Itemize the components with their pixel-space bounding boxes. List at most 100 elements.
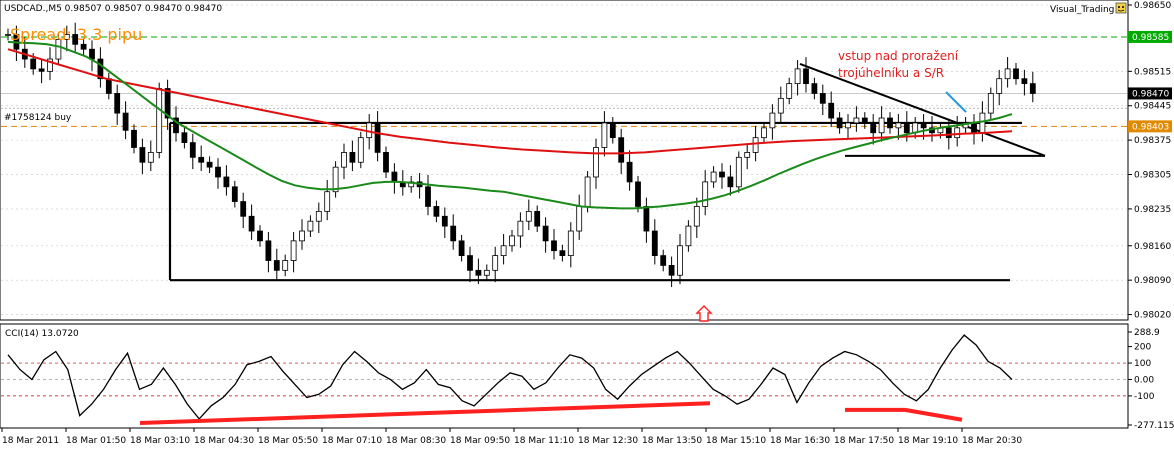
time-tick-label: 18 Mar 05:50: [258, 436, 318, 446]
time-tick-label: 18 Mar 15:10: [706, 436, 766, 446]
bear-candle: [660, 255, 667, 266]
order-label: #1758124 buy: [4, 113, 72, 123]
bear-candle: [441, 215, 448, 227]
bear-candle: [870, 122, 877, 134]
spread-label: Spread: 3.3 pipu: [10, 25, 142, 44]
bear-candle: [72, 34, 79, 45]
bear-candle: [1013, 68, 1019, 80]
bear-candle: [164, 88, 171, 119]
bull-candle: [282, 260, 289, 271]
bear-candle: [257, 230, 263, 242]
bear-candle: [189, 142, 196, 158]
bull-candle: [315, 210, 322, 222]
bull-candle: [299, 230, 305, 242]
bear-candle: [651, 230, 658, 256]
bear-candle: [1021, 78, 1028, 85]
cci-tick-label: 100: [1134, 359, 1151, 369]
bull-candle: [5, 34, 11, 36]
time-tick-label: 18 Mar 19:10: [898, 436, 958, 446]
price-tick-label: 0.98020: [1134, 311, 1171, 321]
price-tick-label: 0.98650: [1134, 1, 1171, 11]
bear-candle: [391, 171, 398, 183]
bull-candle: [147, 152, 154, 163]
time-tick-label: 18 Mar 16:30: [770, 436, 830, 446]
bear-candle: [139, 147, 146, 163]
bull-candle: [517, 220, 524, 237]
bear-candle: [215, 166, 221, 178]
bull-candle: [735, 156, 742, 188]
bear-candle: [450, 225, 457, 242]
bear-candle: [89, 48, 95, 60]
bull-candle: [744, 152, 751, 158]
bear-candle: [668, 265, 675, 276]
bear-candle: [559, 250, 566, 256]
bull-candle: [567, 230, 574, 256]
bear-candle: [551, 240, 557, 252]
bear-candle: [433, 206, 440, 217]
orange-level-badge: 0.98403: [1132, 122, 1169, 132]
bear-candle: [971, 122, 977, 134]
bull-candle: [307, 220, 314, 232]
bull-candle: [710, 171, 717, 183]
bull-candle: [601, 122, 608, 148]
bull-candle: [895, 122, 902, 129]
bear-candle: [542, 225, 549, 242]
price-tick-label: 0.98515: [1134, 67, 1171, 77]
green-level-badge: 0.98585: [1132, 33, 1169, 43]
main-panel-frame: [0, 0, 1129, 321]
bear-candle: [273, 260, 280, 271]
time-tick-label: 18 Mar 08:30: [386, 436, 446, 446]
time-tick-label: 18 Mar 17:50: [834, 436, 894, 446]
time-tick-label: 18 Mar 03:10: [130, 436, 190, 446]
bull-candle: [47, 58, 53, 72]
bull-candle: [341, 152, 347, 168]
time-tick-label: 18 Mar 12:30: [578, 436, 638, 446]
bear-candle: [198, 156, 205, 163]
bull-candle: [509, 235, 515, 247]
bear-candle: [1029, 83, 1036, 94]
bear-candle: [903, 122, 910, 134]
bull-candle: [794, 68, 801, 85]
candles: [5, 22, 1036, 288]
bear-candle: [206, 161, 213, 168]
bear-candle: [181, 132, 188, 143]
bear-candle: [920, 122, 927, 129]
bear-candle: [131, 129, 137, 148]
bull-candle: [677, 245, 683, 276]
bear-candle: [97, 58, 104, 80]
cci-label: CCI(14) 13.0720: [5, 329, 79, 339]
bear-candle: [643, 206, 650, 232]
divergence-line-3: [904, 407, 963, 422]
moving-averages: [7, 40, 1013, 210]
bear-candle: [80, 43, 87, 50]
bear-candle: [475, 269, 482, 276]
ma-fast-line: [7, 40, 1013, 210]
cci-tick-label: -100: [1134, 392, 1155, 402]
annotation-line-1: vstup nad proražení: [838, 49, 959, 63]
expert-name: Visual_Trading: [1050, 5, 1114, 15]
ma-slow-line: [7, 48, 1013, 155]
bear-candle: [719, 171, 725, 178]
bull-candle: [761, 127, 767, 139]
bull-candle: [954, 127, 961, 139]
robot-face-icon[interactable]: [1115, 2, 1127, 14]
bull-candle: [584, 176, 591, 207]
cci-tick-label: 288.9: [1134, 328, 1160, 338]
price-tick-label: 0.98305: [1134, 171, 1171, 181]
bear-candle: [105, 78, 112, 94]
bear-candle: [265, 240, 272, 261]
price-tick-label: 0.98090: [1134, 276, 1171, 286]
cci-line: [7, 334, 1013, 420]
entry-arrow: [945, 91, 967, 113]
bear-candle: [122, 112, 129, 131]
bull-candle: [324, 191, 331, 212]
bull-candle: [492, 255, 499, 271]
bull-candle: [786, 83, 793, 99]
bull-candle: [357, 137, 364, 163]
bear-candle: [828, 102, 835, 119]
bear-candle: [114, 93, 121, 114]
bear-candle: [467, 255, 473, 271]
bull-candle: [702, 181, 709, 207]
